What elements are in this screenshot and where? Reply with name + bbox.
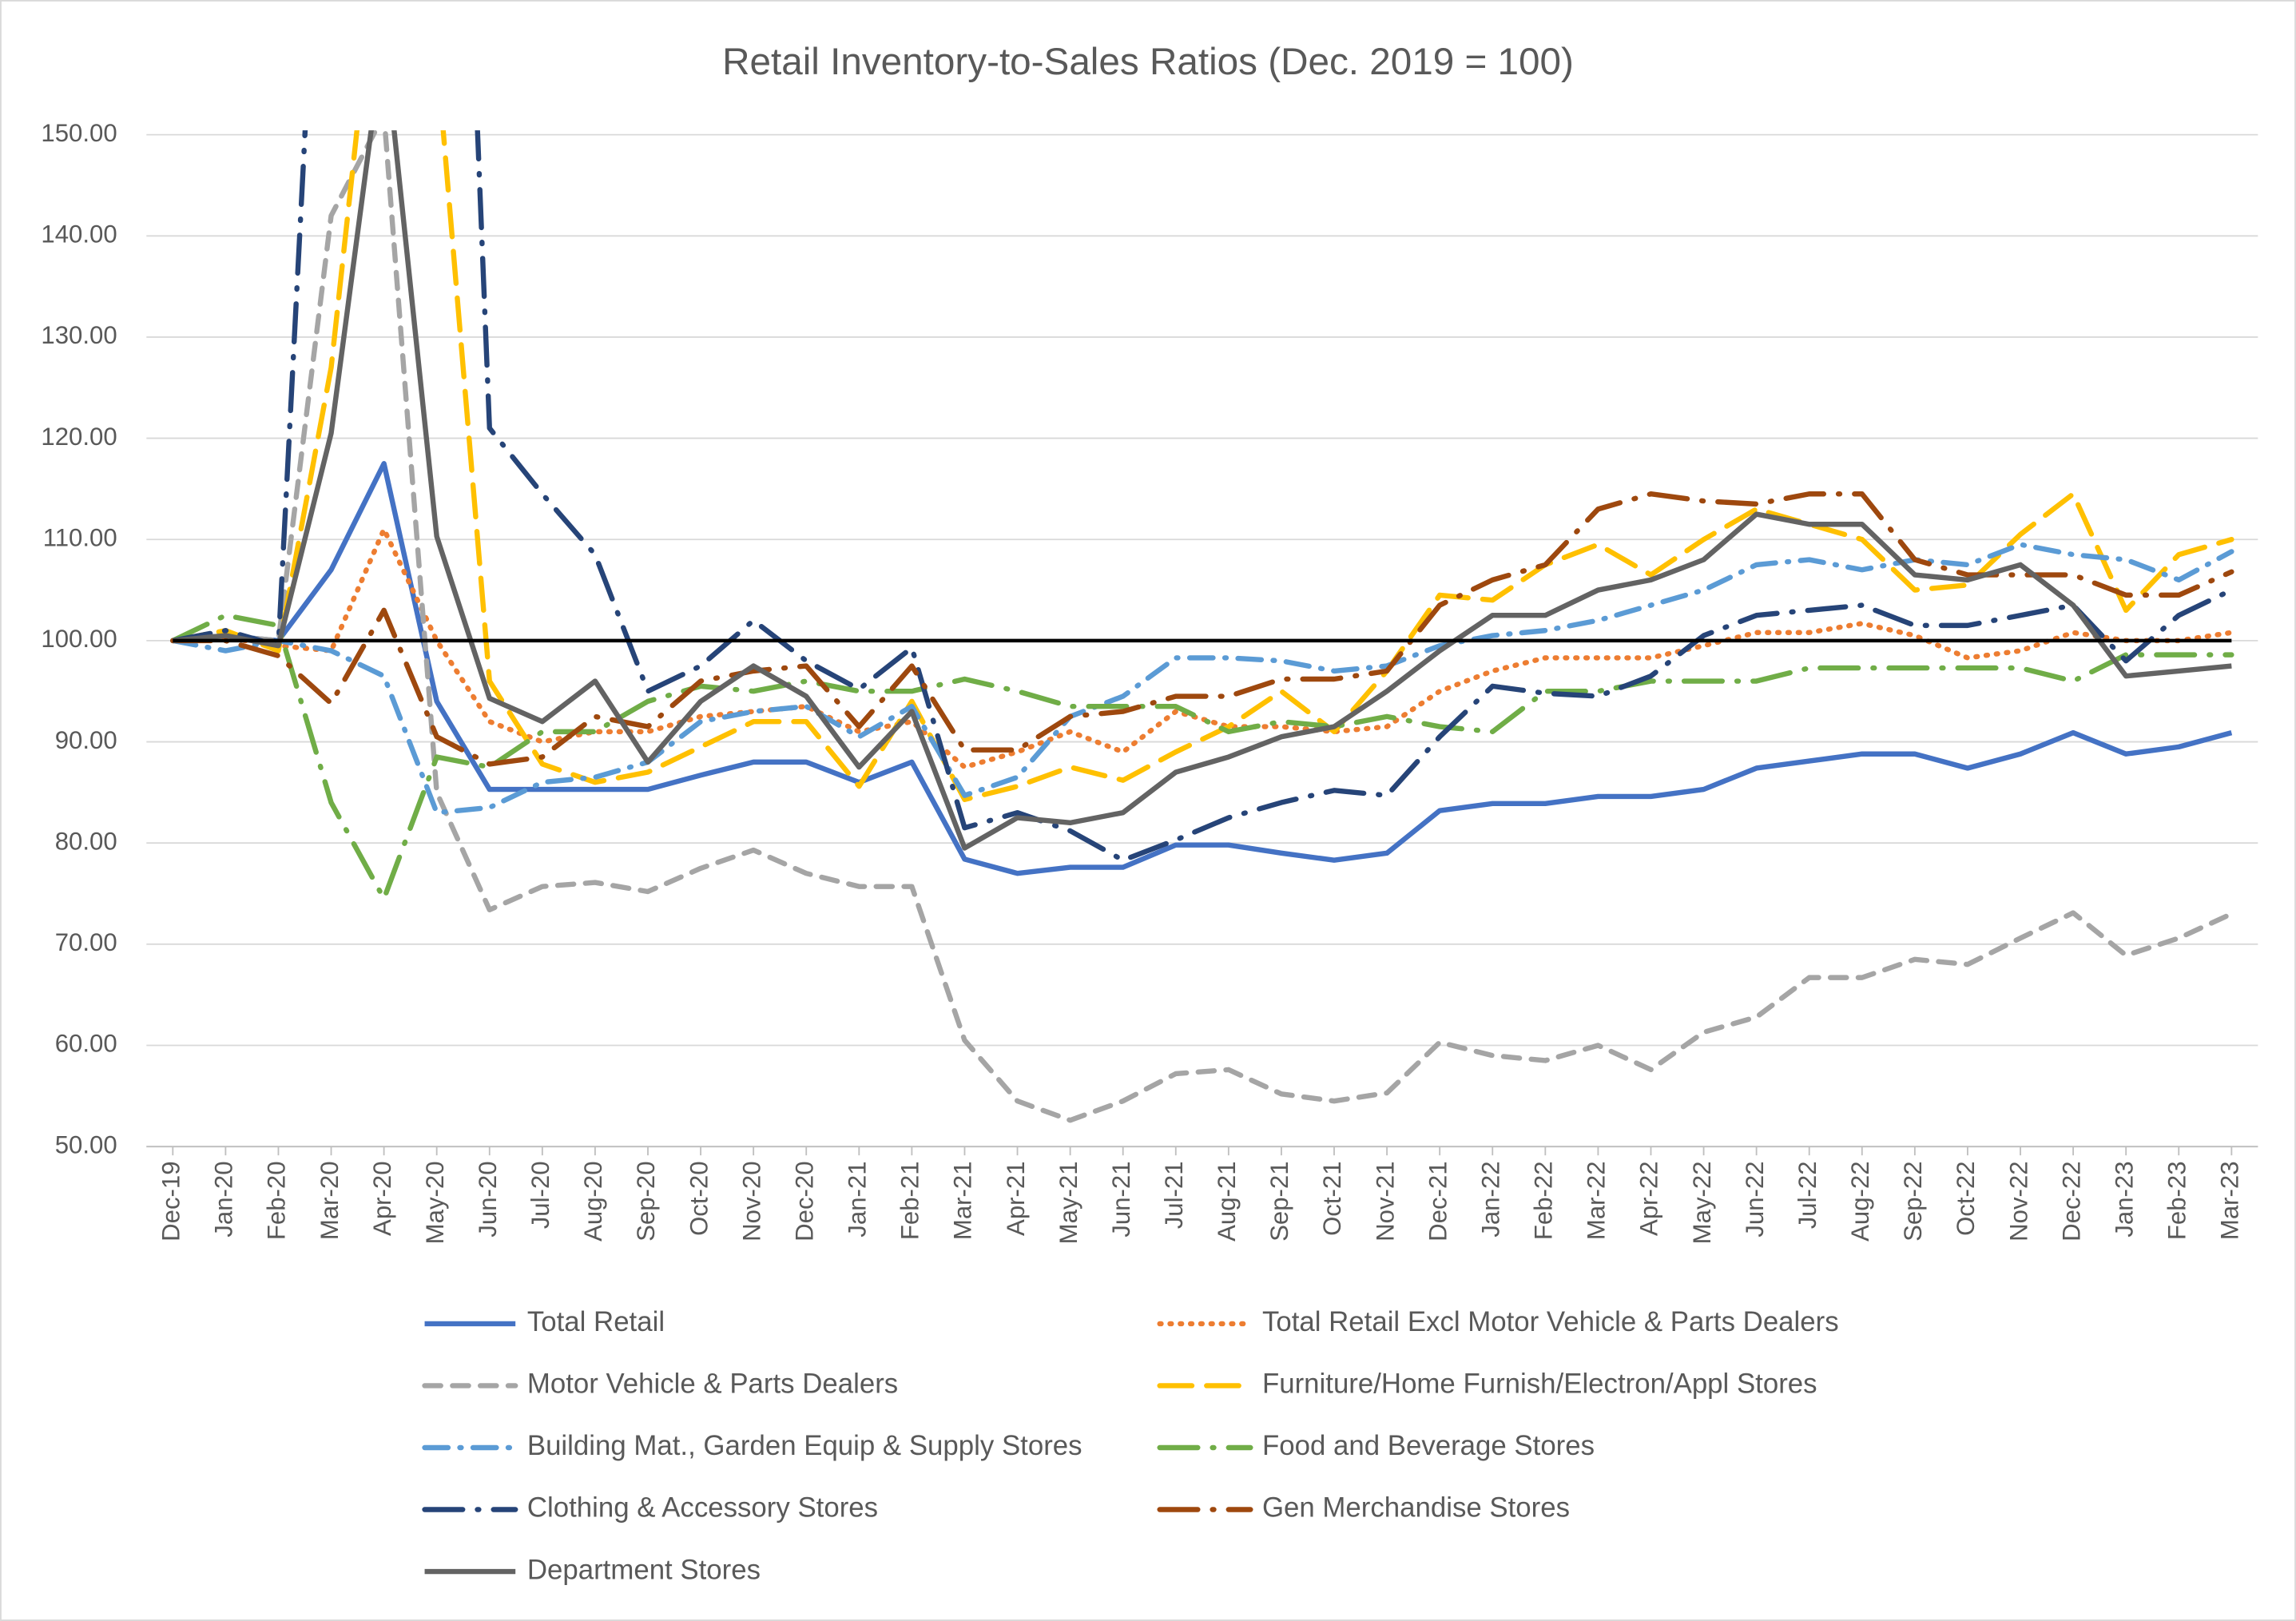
- y-tick-label: 150.00: [41, 119, 117, 147]
- x-tick-label: Dec-21: [1424, 1161, 1452, 1241]
- series-line: [172, 130, 2232, 851]
- x-tick-label: May-22: [1688, 1161, 1716, 1244]
- legend-label: Motor Vehicle & Parts Dealers: [527, 1369, 898, 1400]
- series-line: [170, 130, 2234, 1123]
- series-line: [170, 613, 2234, 902]
- x-tick-label: Sep-22: [1899, 1161, 1927, 1241]
- x-tick-label: Nov-20: [737, 1161, 765, 1241]
- x-tick-label: Dec-20: [790, 1161, 818, 1241]
- x-tick-label: Jun-20: [474, 1161, 502, 1237]
- y-tick-label: 80.00: [55, 827, 117, 855]
- series-line: [170, 130, 2234, 863]
- x-tick-label: Apr-21: [1002, 1161, 1030, 1235]
- series-line: [170, 130, 2234, 802]
- y-tick-label: 110.00: [43, 523, 117, 551]
- chart-title: Retail Inventory-to-Sales Ratios (Dec. 2…: [722, 41, 1574, 83]
- x-tick-label: Jan-22: [1476, 1161, 1504, 1237]
- x-tick-label: Nov-21: [1371, 1161, 1399, 1241]
- y-tick-label: 50.00: [55, 1130, 117, 1158]
- legend-label: Clothing & Accessory Stores: [527, 1492, 878, 1524]
- y-tick-label: 70.00: [55, 928, 117, 956]
- x-tick-label: Feb-22: [1530, 1161, 1558, 1240]
- x-tick-label: Jan-20: [210, 1161, 238, 1237]
- x-tick-label: Mar-22: [1583, 1161, 1611, 1240]
- y-tick-label: 90.00: [55, 726, 117, 754]
- x-tick-label: May-20: [421, 1161, 449, 1244]
- x-tick-label: Jun-22: [1741, 1161, 1769, 1237]
- legend-label: Department Stores: [527, 1554, 761, 1585]
- legend-label: Total Retail Excl Motor Vehicle & Parts …: [1262, 1306, 1839, 1337]
- x-tick-label: Nov-22: [2004, 1161, 2032, 1241]
- legend-label: Total Retail: [527, 1306, 665, 1337]
- x-tick-label: Jun-21: [1107, 1161, 1135, 1237]
- x-tick-label: Jan-23: [2110, 1161, 2138, 1237]
- x-tick-label: Sep-21: [1265, 1161, 1293, 1241]
- x-tick-label: Jul-20: [526, 1161, 554, 1229]
- x-tick-label: Oct-21: [1318, 1161, 1346, 1235]
- x-tick-label: Sep-20: [632, 1161, 660, 1241]
- x-tick-label: Feb-23: [2163, 1161, 2191, 1240]
- y-tick-label: 60.00: [55, 1030, 117, 1058]
- y-tick-label: 130.00: [41, 321, 117, 349]
- x-tick-label: Dec-22: [2057, 1161, 2085, 1241]
- series-line: [170, 526, 2234, 770]
- x-tick-label: Aug-21: [1213, 1161, 1241, 1241]
- y-tick-label: 140.00: [41, 221, 117, 248]
- legend-label: Furniture/Home Furnish/Electron/Appl Sto…: [1262, 1369, 1817, 1400]
- x-tick-label: Mar-23: [2216, 1161, 2244, 1240]
- x-tick-label: May-21: [1055, 1161, 1082, 1244]
- x-tick-label: Jan-21: [844, 1161, 872, 1237]
- plot-area: [170, 130, 2234, 1123]
- x-tick-label: Feb-21: [896, 1161, 924, 1240]
- x-tick-label: Jul-21: [1160, 1161, 1188, 1229]
- x-tick-label: Mar-20: [316, 1161, 344, 1240]
- series-line: [170, 491, 2234, 767]
- series-line: [170, 542, 2234, 816]
- x-tick-label: Oct-22: [1952, 1161, 1980, 1235]
- x-tick-label: Apr-20: [368, 1161, 396, 1235]
- legend-label: Gen Merchandise Stores: [1262, 1492, 1570, 1524]
- x-tick-label: Aug-20: [579, 1161, 607, 1241]
- x-tick-label: Mar-21: [949, 1161, 977, 1240]
- y-tick-label: 120.00: [41, 423, 117, 451]
- x-tick-label: Feb-20: [263, 1161, 291, 1240]
- legend-label: Building Mat., Garden Equip & Supply Sto…: [527, 1430, 1082, 1461]
- x-tick-label: Jul-22: [1794, 1161, 1821, 1229]
- x-tick-label: Dec-19: [157, 1161, 185, 1241]
- x-tick-label: Apr-22: [1635, 1161, 1663, 1235]
- y-tick-label: 100.00: [41, 625, 117, 653]
- x-tick-label: Aug-22: [1846, 1161, 1874, 1241]
- series-line: [172, 461, 2233, 876]
- legend-label: Food and Beverage Stores: [1262, 1430, 1595, 1461]
- x-tick-label: Oct-20: [685, 1161, 713, 1235]
